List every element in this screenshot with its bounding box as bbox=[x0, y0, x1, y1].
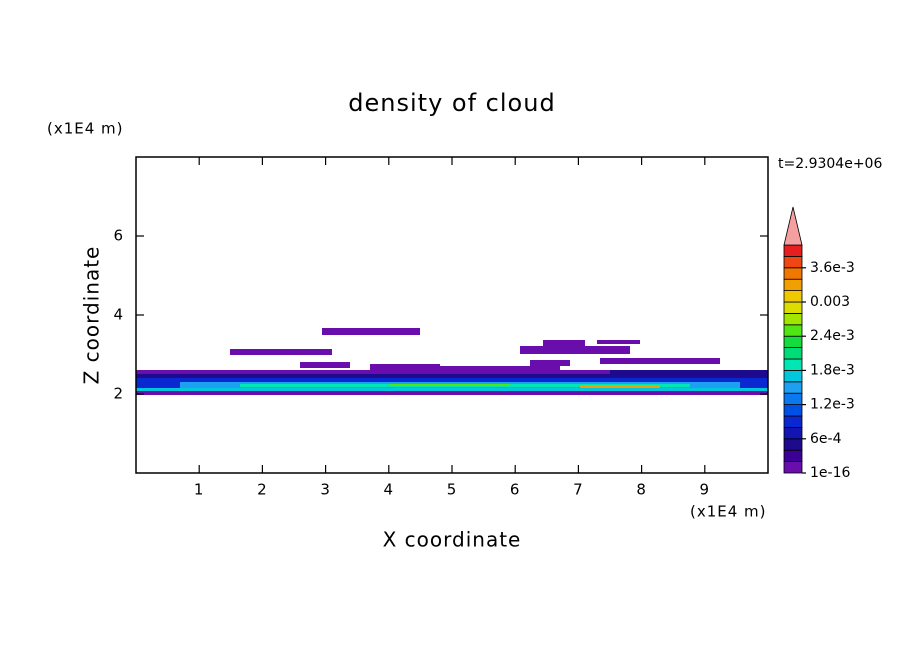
y-axis-label: Z coordinate bbox=[80, 246, 104, 385]
colorbar-box bbox=[783, 461, 803, 474]
colorbar-box bbox=[783, 335, 803, 349]
colorbar-box bbox=[783, 347, 803, 360]
colorbar-label: 6e-4 bbox=[810, 431, 842, 447]
colorbar-box bbox=[783, 312, 803, 326]
contour-fill bbox=[390, 384, 510, 386]
contour-fill bbox=[610, 370, 768, 378]
contour-fill bbox=[300, 362, 350, 368]
colorbar-box bbox=[783, 438, 803, 451]
colorbar-box bbox=[783, 369, 803, 383]
colorbar-label: 3.6e-3 bbox=[810, 260, 855, 276]
time-label: t=2.9304e+06 bbox=[778, 156, 882, 172]
x-unit: (x1E4 m) bbox=[690, 503, 767, 521]
colorbar-box bbox=[783, 404, 803, 417]
contour-fill bbox=[543, 340, 585, 346]
colorbar-label: 1e-16 bbox=[810, 465, 850, 481]
contour-fill bbox=[580, 385, 660, 388]
contour-fill bbox=[230, 349, 332, 355]
x-tick-label: 3 bbox=[320, 481, 331, 499]
colorbar-box bbox=[783, 381, 803, 394]
x-tick-label: 1 bbox=[194, 481, 205, 499]
colorbar-box bbox=[783, 415, 803, 428]
colorbar-box bbox=[783, 358, 803, 371]
colorbar-box bbox=[783, 255, 803, 269]
plot-frame bbox=[135, 156, 769, 474]
colorbar-box bbox=[783, 301, 803, 314]
colorbar-label: 1.2e-3 bbox=[810, 397, 855, 413]
colorbar-box bbox=[783, 324, 803, 337]
colorbar-box bbox=[783, 426, 803, 440]
contour-fill bbox=[322, 328, 420, 335]
y-tick-label: 4 bbox=[113, 306, 124, 324]
x-tick-label: 6 bbox=[510, 481, 521, 499]
colorbar-box bbox=[783, 278, 803, 292]
x-tick-label: 4 bbox=[384, 481, 395, 499]
colorbar-box bbox=[783, 392, 803, 406]
contour-fill bbox=[440, 366, 560, 372]
contour-field bbox=[136, 328, 768, 395]
contour-fill bbox=[597, 340, 640, 344]
contour-fill bbox=[520, 346, 630, 354]
y-tick-label: 6 bbox=[113, 227, 124, 245]
colorbar-label: 2.4e-3 bbox=[810, 328, 855, 344]
colorbar-box bbox=[783, 449, 803, 463]
x-tick-label: 2 bbox=[257, 481, 268, 499]
contour-fill bbox=[136, 388, 768, 391]
y-unit: (x1E4 m) bbox=[47, 120, 124, 138]
x-tick-label: 8 bbox=[636, 481, 647, 499]
contour-fill bbox=[530, 360, 570, 366]
x-tick-label: 9 bbox=[700, 481, 711, 499]
colorbar-box bbox=[783, 290, 803, 303]
chart-title: density of cloud bbox=[348, 89, 555, 117]
colorbar-box bbox=[783, 267, 803, 280]
colorbar-label: 1.8e-3 bbox=[810, 362, 855, 378]
y-tick-label: 2 bbox=[113, 385, 124, 403]
colorbar-box bbox=[783, 244, 803, 257]
x-tick-label: 5 bbox=[447, 481, 458, 499]
colorbar-label: 0.003 bbox=[810, 294, 850, 310]
x-tick-label: 7 bbox=[573, 481, 584, 499]
colorbar-over bbox=[783, 206, 803, 246]
x-axis-label: X coordinate bbox=[383, 528, 522, 552]
contour-fill bbox=[600, 358, 720, 364]
contour-fill bbox=[370, 364, 440, 370]
